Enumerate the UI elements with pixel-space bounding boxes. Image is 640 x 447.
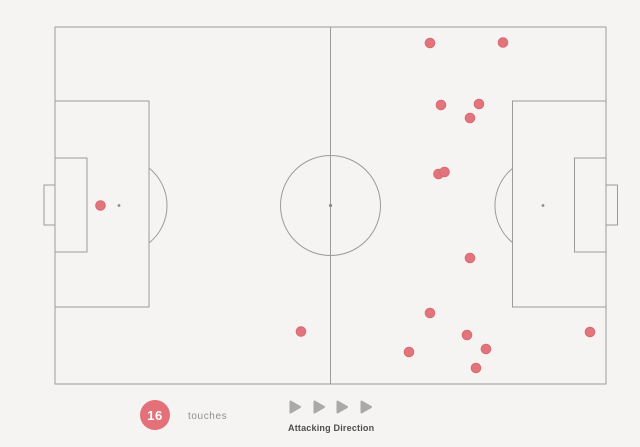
- arrow-right-icon: [289, 400, 301, 414]
- touch-dot: [584, 326, 596, 338]
- right-penalty-spot: [541, 204, 545, 207]
- touches-count-badge: 16: [140, 400, 170, 430]
- right-goal-area: [574, 157, 607, 253]
- touches-count: 16: [147, 407, 163, 423]
- left-penalty-arc: [148, 167, 168, 244]
- touch-dots: [95, 37, 596, 374]
- right-penalty-area: [512, 100, 607, 308]
- touch-dot: [464, 252, 476, 264]
- left-goal: [43, 184, 56, 226]
- touch-dot: [473, 98, 485, 110]
- arrow-right-icon: [360, 400, 372, 414]
- left-goal-area: [54, 157, 88, 253]
- touch-dot: [439, 166, 450, 178]
- touch-dot: [403, 346, 415, 358]
- touch-dot: [480, 343, 492, 355]
- arrow-right-icon: [313, 400, 325, 414]
- center-circle: [280, 155, 381, 256]
- attacking-direction-legend: Attacking Direction: [288, 400, 374, 433]
- touch-dot: [497, 37, 509, 48]
- left-penalty-spot: [117, 204, 121, 207]
- center-spot: [328, 203, 333, 208]
- touches-label: touches: [188, 411, 228, 422]
- arrow-right-icon: [336, 400, 349, 414]
- touch-dot: [295, 326, 307, 337]
- touch-dot: [424, 307, 436, 319]
- touch-dot: [424, 37, 436, 49]
- attacking-direction-label: Attacking Direction: [288, 423, 375, 433]
- touch-dot: [461, 329, 473, 341]
- touch-dot: [470, 362, 482, 374]
- touch-dot: [435, 99, 447, 111]
- attacking-direction-arrows: [288, 400, 374, 414]
- touch-dot: [95, 200, 106, 211]
- right-goal: [605, 184, 618, 226]
- right-penalty-arc: [494, 167, 514, 244]
- touch-dot: [464, 112, 476, 124]
